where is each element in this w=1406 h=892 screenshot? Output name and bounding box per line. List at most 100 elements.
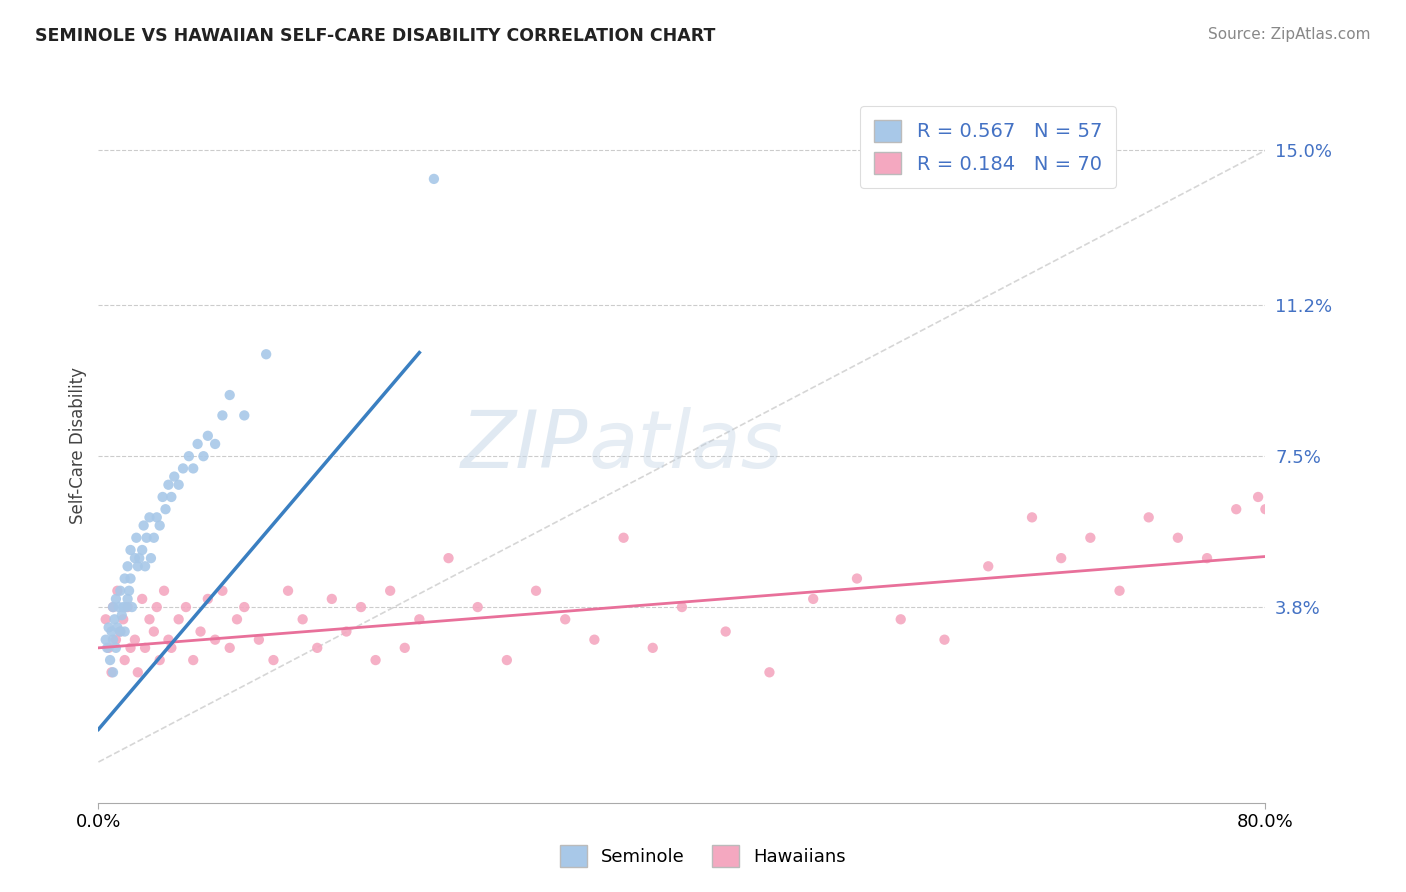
Point <box>254 347 277 361</box>
Point <box>134 640 156 655</box>
Legend: Seminole, Hawaiians: Seminole, Hawaiians <box>553 838 853 874</box>
Point <box>157 632 180 647</box>
Point <box>1108 583 1130 598</box>
Point <box>524 583 547 598</box>
Point <box>131 591 153 606</box>
Point <box>149 518 172 533</box>
Point <box>380 583 402 598</box>
Point <box>117 591 139 606</box>
Point <box>204 437 226 451</box>
Point <box>1021 510 1043 524</box>
Point <box>135 531 157 545</box>
Point <box>100 624 122 639</box>
Point <box>583 632 606 647</box>
Point <box>335 624 357 639</box>
Point <box>157 477 180 491</box>
Point <box>218 640 240 655</box>
Point <box>120 640 142 655</box>
Text: Source: ZipAtlas.com: Source: ZipAtlas.com <box>1208 27 1371 42</box>
Point <box>96 640 118 655</box>
Point <box>423 172 446 186</box>
Point <box>97 640 120 655</box>
Point <box>167 612 190 626</box>
Point <box>94 612 117 626</box>
Point <box>110 624 132 639</box>
Point <box>1247 490 1270 504</box>
Point <box>291 612 314 626</box>
Point <box>408 612 430 626</box>
Point <box>1254 502 1277 516</box>
Text: ZIP: ZIP <box>461 407 589 485</box>
Point <box>233 600 256 615</box>
Point <box>394 640 416 655</box>
Point <box>174 600 197 615</box>
Point <box>277 583 299 598</box>
Point <box>132 518 155 533</box>
Point <box>364 653 387 667</box>
Point <box>612 531 634 545</box>
Point <box>197 429 219 443</box>
Point <box>105 583 128 598</box>
Point <box>181 461 204 475</box>
Point <box>1195 551 1218 566</box>
Point <box>101 665 124 680</box>
Point <box>153 583 176 598</box>
Point <box>233 409 256 423</box>
Text: SEMINOLE VS HAWAIIAN SELF-CARE DISABILITY CORRELATION CHART: SEMINOLE VS HAWAIIAN SELF-CARE DISABILIT… <box>35 27 716 45</box>
Point <box>104 632 127 647</box>
Point <box>111 608 134 623</box>
Point <box>197 591 219 606</box>
Point <box>155 502 177 516</box>
Point <box>128 551 150 566</box>
Point <box>100 665 122 680</box>
Point <box>121 600 143 615</box>
Point <box>110 583 132 598</box>
Point <box>104 640 127 655</box>
Point <box>112 600 135 615</box>
Point <box>97 620 120 634</box>
Point <box>110 624 132 639</box>
Point <box>139 551 162 566</box>
Point <box>437 551 460 566</box>
Y-axis label: Self-Care Disability: Self-Care Disability <box>69 368 87 524</box>
Point <box>101 600 124 615</box>
Point <box>1137 510 1160 524</box>
Point <box>467 600 489 615</box>
Point <box>1050 551 1073 566</box>
Point <box>114 572 136 586</box>
Point <box>890 612 912 626</box>
Point <box>117 559 139 574</box>
Point <box>149 653 172 667</box>
Point <box>211 583 233 598</box>
Point <box>172 461 194 475</box>
Point <box>181 653 204 667</box>
Point <box>496 653 519 667</box>
Point <box>714 624 737 639</box>
Text: atlas: atlas <box>589 407 783 485</box>
Point <box>163 469 186 483</box>
Point <box>131 543 153 558</box>
Point <box>104 591 127 606</box>
Point <box>801 591 824 606</box>
Point <box>211 409 233 423</box>
Point <box>105 620 128 634</box>
Point <box>103 612 125 626</box>
Point <box>98 653 121 667</box>
Point <box>112 612 135 626</box>
Point <box>977 559 1000 574</box>
Point <box>226 612 249 626</box>
Point <box>127 559 149 574</box>
Point <box>190 624 212 639</box>
Point <box>146 510 169 524</box>
Point <box>138 510 160 524</box>
Point <box>94 632 117 647</box>
Point <box>101 632 124 647</box>
Point <box>118 583 141 598</box>
Point <box>120 572 142 586</box>
Point <box>218 388 240 402</box>
Point <box>758 665 780 680</box>
Point <box>124 551 146 566</box>
Point <box>108 600 131 615</box>
Point <box>117 600 139 615</box>
Point <box>138 612 160 626</box>
